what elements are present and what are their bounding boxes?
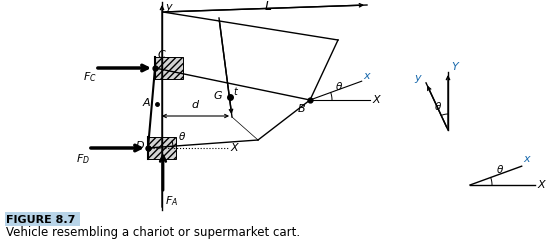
Text: $F_D$: $F_D$ bbox=[76, 152, 90, 166]
Text: G: G bbox=[214, 91, 223, 101]
Text: A: A bbox=[143, 98, 150, 108]
Text: t: t bbox=[233, 87, 237, 97]
Text: L: L bbox=[265, 0, 272, 13]
Text: FIGURE 8.7: FIGURE 8.7 bbox=[6, 215, 75, 225]
Text: x: x bbox=[523, 154, 530, 164]
Text: Vehicle resembling a chariot or supermarket cart.: Vehicle resembling a chariot or supermar… bbox=[6, 226, 300, 239]
Bar bbox=[155, 57, 183, 79]
Text: y: y bbox=[414, 73, 421, 83]
Text: X: X bbox=[230, 143, 237, 153]
Text: Y: Y bbox=[451, 62, 458, 72]
Text: y: y bbox=[165, 2, 172, 12]
Text: $F_C$: $F_C$ bbox=[83, 70, 97, 84]
Text: X: X bbox=[372, 95, 380, 105]
Text: $\theta$: $\theta$ bbox=[434, 100, 442, 112]
Bar bbox=[5, 212, 80, 226]
Text: $F_A$: $F_A$ bbox=[165, 194, 178, 208]
Text: C: C bbox=[158, 50, 166, 60]
Text: X: X bbox=[537, 180, 545, 190]
Text: D: D bbox=[136, 141, 144, 151]
Bar bbox=[148, 137, 176, 159]
Text: $\theta$: $\theta$ bbox=[178, 130, 186, 142]
Text: x: x bbox=[364, 71, 370, 81]
Text: $\theta$: $\theta$ bbox=[496, 163, 504, 175]
Text: B: B bbox=[298, 104, 306, 114]
Text: d: d bbox=[191, 100, 198, 110]
Text: $\theta$: $\theta$ bbox=[335, 80, 343, 92]
